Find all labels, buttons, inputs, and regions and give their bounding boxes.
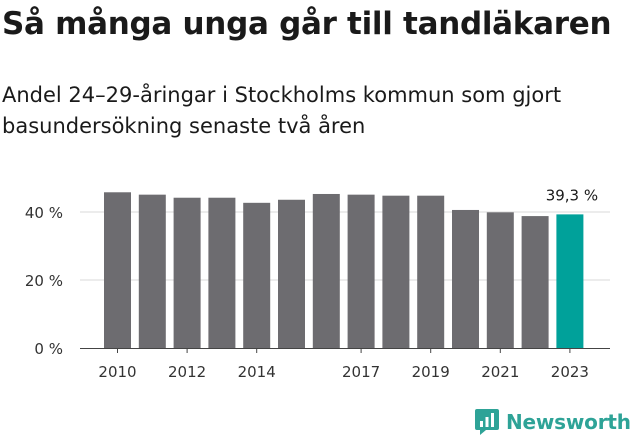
bar [104, 192, 131, 348]
bar [173, 197, 201, 348]
bar-highlight [556, 214, 584, 348]
bar [138, 194, 166, 348]
x-tick-label: 2019 [412, 363, 450, 381]
x-tick-label: 2023 [551, 363, 589, 381]
newsworthy-logo: Newsworthy [474, 406, 631, 438]
bar [382, 195, 410, 348]
bar [452, 209, 479, 348]
newsworthy-chart-logo-icon [475, 409, 499, 435]
x-tick-label: 2012 [168, 363, 206, 381]
x-tick-label: 2017 [342, 363, 380, 381]
bar [243, 202, 271, 348]
bar [278, 199, 305, 348]
data-label: 39,3 % [546, 186, 598, 204]
bar [347, 194, 375, 348]
chart-subtitle: Andel 24–29-åringar i Stockholms kommun … [2, 83, 562, 138]
y-tick-label: 0 % [34, 340, 63, 358]
bar [486, 212, 514, 348]
bar [417, 195, 445, 348]
chart-title: Så många unga går till tandläkaren [2, 6, 612, 42]
x-tick-label: 2014 [238, 363, 276, 381]
brand-name: Newsworthy [506, 410, 631, 434]
bar [521, 216, 549, 348]
y-tick-label: 40 % [25, 204, 63, 222]
y-tick-label: 20 % [25, 272, 63, 290]
bar [208, 197, 236, 348]
x-tick-label: 2021 [481, 363, 519, 381]
bar-chart: 0 % 20 % 40 % 39,3 % 2010 2012 2014 2017 2019 202… [25, 186, 610, 381]
bar [312, 193, 340, 348]
x-tick-label: 2010 [98, 363, 136, 381]
